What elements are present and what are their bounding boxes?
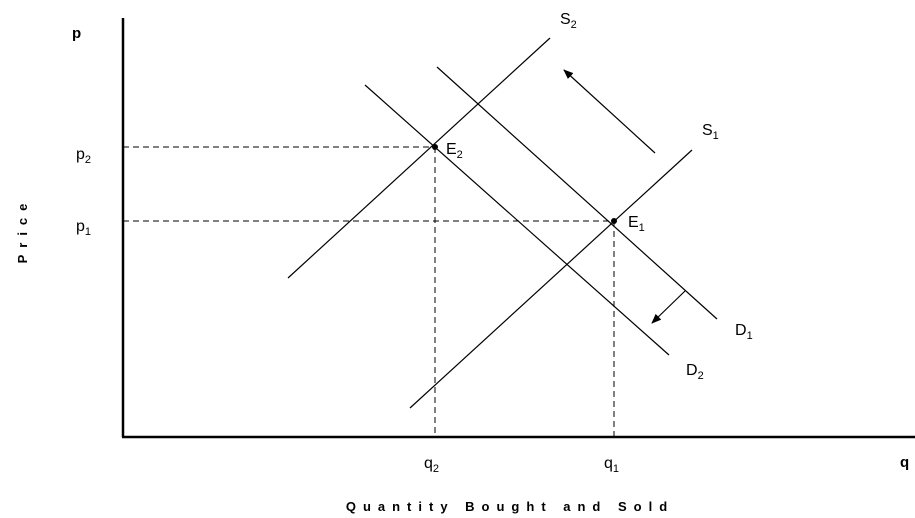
supply-curve-s2	[287, 37, 551, 279]
demand-curve-d1	[436, 66, 718, 320]
equilibrium-label-e1: E1	[628, 214, 645, 234]
equilibrium-point-e1	[611, 218, 617, 224]
equilibrium-point-e2	[432, 144, 438, 150]
tick-label-p2: p2	[76, 146, 91, 166]
curve-label-d1: D1	[735, 322, 753, 342]
x-axis-symbol: q	[900, 454, 909, 471]
y-axis-title: Price	[15, 197, 30, 264]
curve-label-d2: D2	[686, 362, 704, 382]
tick-label-q1: q1	[604, 455, 619, 475]
equilibrium-label-e2: E2	[446, 141, 463, 161]
tick-label-p1: p1	[76, 218, 91, 238]
demand-shift-arrow	[651, 290, 686, 324]
curve-label-s1: S1	[702, 122, 719, 142]
y-axis-symbol: p	[72, 25, 81, 42]
supply-curve-s1	[409, 149, 693, 409]
x-axis-title: Quantity Bought and Sold	[346, 499, 674, 514]
curve-label-s2: S2	[560, 11, 577, 31]
tick-label-q2: q2	[424, 455, 439, 475]
demand-curve-d2	[364, 84, 670, 356]
supply-shift-arrow	[563, 69, 656, 154]
